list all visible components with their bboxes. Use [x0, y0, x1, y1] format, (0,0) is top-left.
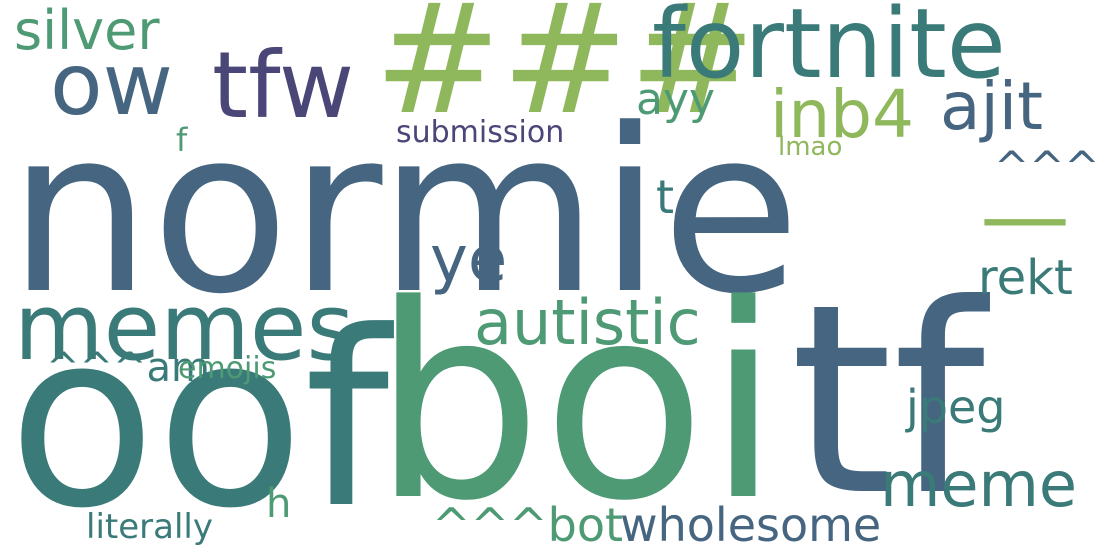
word-literally: literally	[86, 507, 213, 547]
word-jpeg: jpeg	[906, 380, 1006, 434]
word-emojis: emojis	[178, 351, 277, 386]
word-t: t	[656, 170, 675, 224]
word-inb4: inb4	[770, 76, 915, 153]
word-memes: memes	[14, 274, 355, 381]
word-ayy: ayy	[636, 74, 716, 125]
word-f: f	[176, 121, 188, 159]
word-silver: silver	[14, 0, 160, 62]
word-h: h	[266, 481, 292, 527]
word-fortnite: fortnite	[652, 0, 1006, 100]
word-hashes: ###	[374, 0, 757, 148]
word-boi: boi	[372, 248, 781, 558]
word-normie: normie	[8, 81, 801, 344]
word-meme: meme	[880, 448, 1078, 521]
word-autistic: autistic	[474, 286, 701, 359]
word-oof: oof	[8, 280, 390, 558]
word-submission: submission	[396, 115, 565, 150]
word-caret-a: ^^^a	[994, 142, 1101, 191]
word-wholesome: wholesome	[620, 498, 882, 552]
word-tfw: tfw	[212, 32, 355, 139]
word-tf: tf	[790, 248, 985, 553]
word-rekt: rekt	[978, 250, 1073, 306]
word-caret-bot: ^^^bot	[432, 498, 624, 552]
word-ajit: ajit	[940, 68, 1043, 145]
word-caret-am: ^^^am	[46, 345, 211, 391]
word-ow: ow	[50, 35, 173, 135]
word-lmao: lmao	[778, 132, 843, 162]
word-ye: ye	[430, 223, 508, 297]
word-dash: —	[980, 164, 1070, 269]
